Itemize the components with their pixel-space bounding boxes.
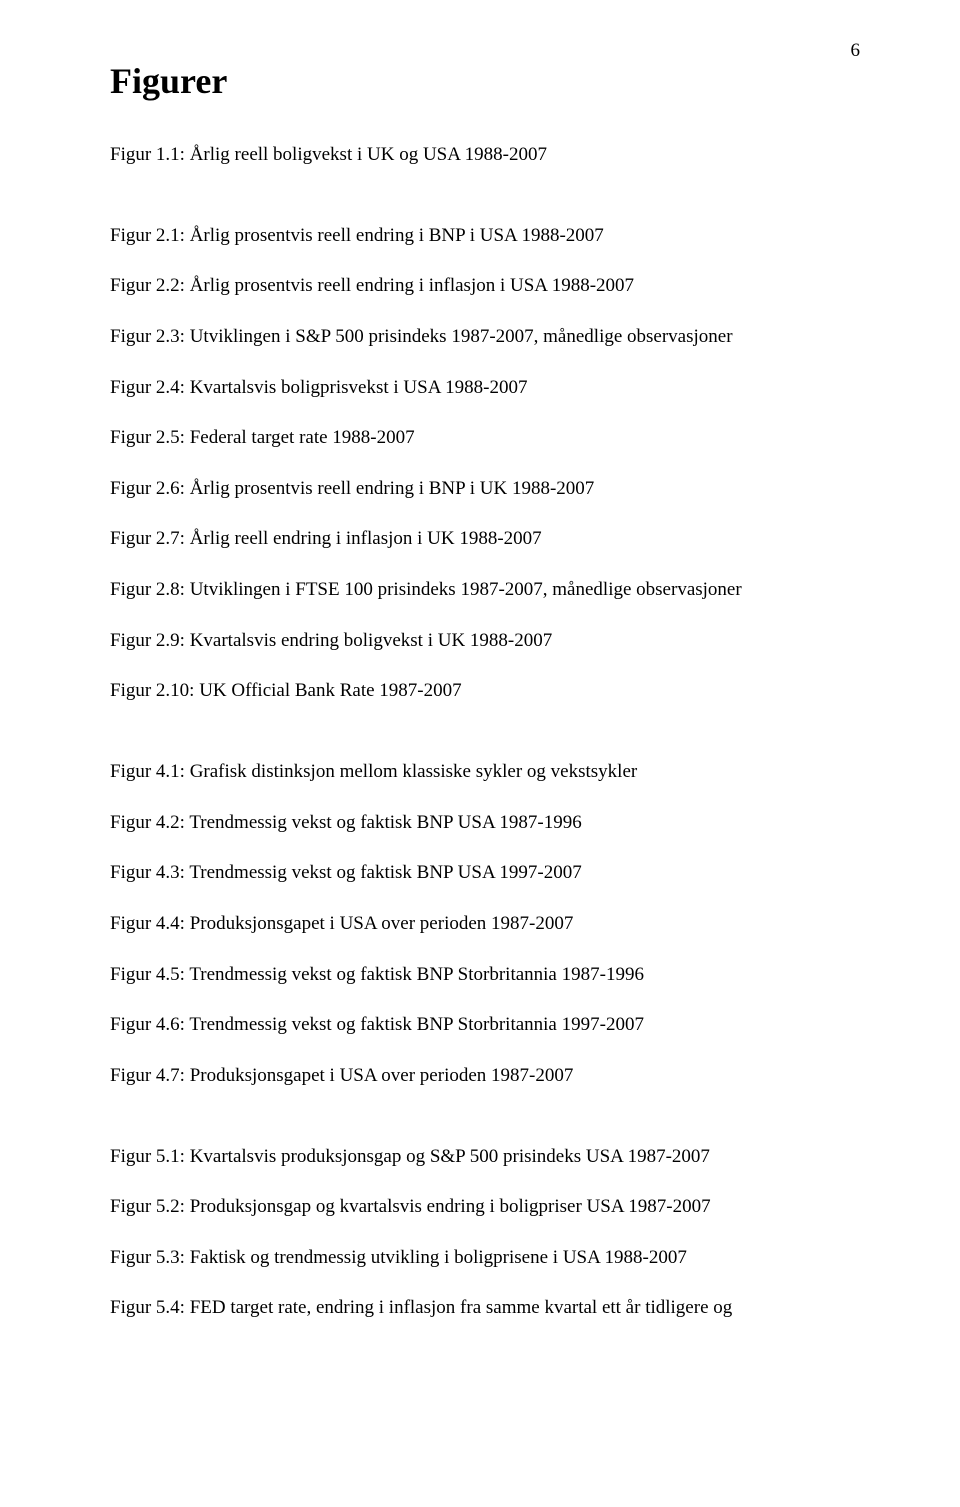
figure-entry: Figur 5.3: Faktisk og trendmessig utvikl… [110, 1245, 860, 1271]
figure-entry: Figur 4.3: Trendmessig vekst og faktisk … [110, 860, 860, 886]
figure-entry: Figur 2.5: Federal target rate 1988-2007 [110, 425, 860, 451]
figure-entry: Figur 4.1: Grafisk distinksjon mellom kl… [110, 759, 860, 785]
figure-entry: Figur 2.10: UK Official Bank Rate 1987-2… [110, 678, 860, 704]
figure-entry: Figur 2.1: Årlig prosentvis reell endrin… [110, 223, 860, 249]
figure-entry: Figur 2.2: Årlig prosentvis reell endrin… [110, 273, 860, 299]
figure-entry: Figur 2.4: Kvartalsvis boligprisvekst i … [110, 375, 860, 401]
document-page: 6 Figurer Figur 1.1: Årlig reell boligve… [0, 0, 960, 1507]
figure-entry: Figur 5.4: FED target rate, endring i in… [110, 1295, 860, 1321]
figure-entry: Figur 2.3: Utviklingen i S&P 500 prisind… [110, 324, 860, 350]
group-gap [110, 729, 860, 759]
group-gap [110, 1114, 860, 1144]
figure-entry: Figur 2.6: Årlig prosentvis reell endrin… [110, 476, 860, 502]
figure-entry: Figur 4.6: Trendmessig vekst og faktisk … [110, 1012, 860, 1038]
figure-entry: Figur 4.5: Trendmessig vekst og faktisk … [110, 962, 860, 988]
figure-entry: Figur 2.8: Utviklingen i FTSE 100 prisin… [110, 577, 860, 603]
figure-entry: Figur 4.2: Trendmessig vekst og faktisk … [110, 810, 860, 836]
figure-list: Figur 1.1: Årlig reell boligvekst i UK o… [110, 142, 860, 1321]
figure-entry: Figur 4.7: Produksjonsgapet i USA over p… [110, 1063, 860, 1089]
page-number: 6 [851, 40, 861, 62]
figure-entry: Figur 2.7: Årlig reell endring i inflasj… [110, 526, 860, 552]
figure-entry: Figur 1.1: Årlig reell boligvekst i UK o… [110, 142, 860, 168]
group-gap [110, 193, 860, 223]
figure-entry: Figur 2.9: Kvartalsvis endring boligveks… [110, 628, 860, 654]
figure-entry: Figur 4.4: Produksjonsgapet i USA over p… [110, 911, 860, 937]
figure-entry: Figur 5.2: Produksjonsgap og kvartalsvis… [110, 1194, 860, 1220]
section-title: Figurer [110, 60, 860, 102]
figure-entry: Figur 5.1: Kvartalsvis produksjonsgap og… [110, 1144, 860, 1170]
